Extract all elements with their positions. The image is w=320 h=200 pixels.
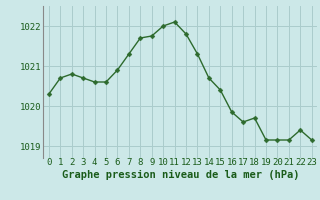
X-axis label: Graphe pression niveau de la mer (hPa): Graphe pression niveau de la mer (hPa) (61, 170, 299, 180)
